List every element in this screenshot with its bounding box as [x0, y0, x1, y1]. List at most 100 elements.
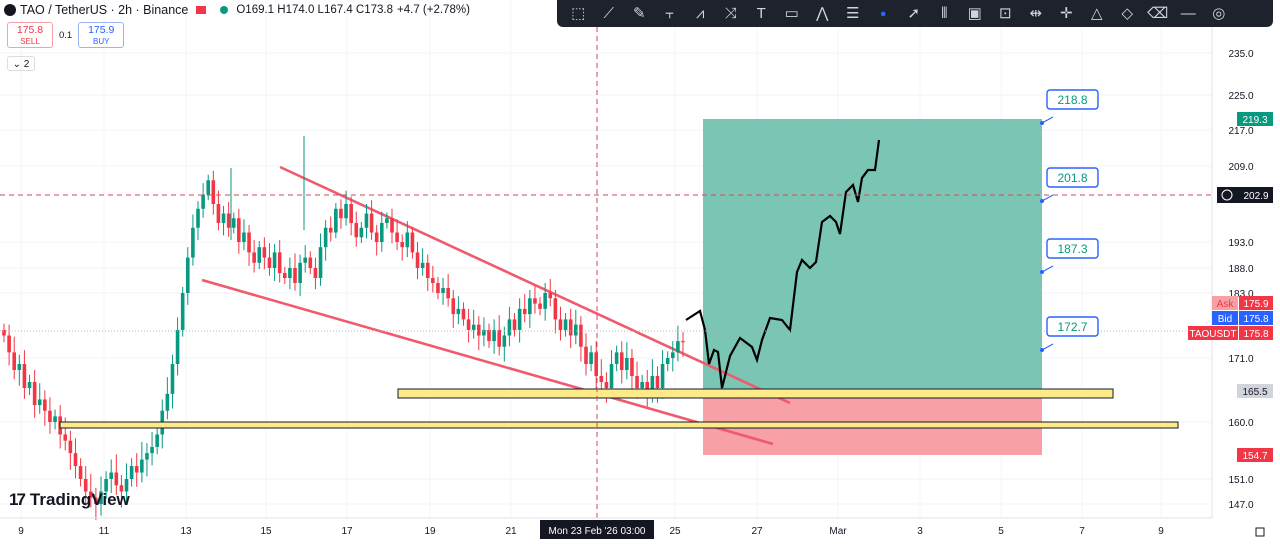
symbol-title[interactable]: TAO / TetherUS · 2h · Binance: [20, 3, 189, 17]
x-tick-label: 9: [18, 526, 24, 537]
candle-body: [579, 324, 583, 347]
y-tick-label: 171.0: [1228, 354, 1253, 365]
image-icon[interactable]: ▣: [967, 4, 982, 22]
candle-body: [676, 341, 680, 353]
candle-body: [374, 232, 379, 242]
candle-body: [655, 376, 660, 388]
time-axis[interactable]: 9 11 13 15 17 19 21 Mon 23 Feb '26 03:00 25 27 Mar…: [0, 517, 1265, 539]
candle-body: [359, 227, 364, 238]
x-tick-label: 11: [99, 526, 110, 537]
cursor-icon[interactable]: ➚: [907, 4, 921, 22]
y-tick-label: 147.0: [1228, 500, 1253, 511]
crosshair-icon[interactable]: ✛: [1059, 4, 1073, 22]
x-tick-label: 17: [341, 526, 353, 537]
candle-body: [334, 208, 338, 233]
target-callout-box[interactable]: [1046, 167, 1099, 188]
bars-pattern-icon[interactable]: ⦀: [940, 4, 948, 22]
add-alert-icon[interactable]: [1221, 189, 1233, 201]
candle-body: [104, 479, 108, 492]
support-zones[interactable]: [59, 388, 1179, 429]
lines-icon[interactable]: ☰: [846, 4, 860, 22]
buy-button[interactable]: 175.9 BUY: [78, 22, 125, 48]
stop-price-label: 154.7: [1242, 451, 1267, 462]
settings-icon[interactable]: [1255, 527, 1265, 537]
callout-icon[interactable]: ▭: [784, 4, 799, 22]
candle-body: [22, 364, 27, 388]
brush-icon[interactable]: ✎: [632, 4, 646, 22]
candle-body: [349, 204, 353, 224]
candle-body: [599, 376, 604, 382]
candle-body: [114, 472, 119, 486]
candle-body: [507, 319, 512, 336]
more-icon[interactable]: —: [1180, 4, 1196, 22]
head-shoulders-icon[interactable]: ⋀: [816, 4, 829, 22]
callout-pointer: [1041, 265, 1054, 273]
candle-body: [548, 293, 553, 299]
candle-body: [216, 204, 221, 224]
wedge-lower-line[interactable]: [201, 278, 774, 446]
sell-button[interactable]: 175.8 SELL: [7, 22, 53, 48]
candle-body: [94, 497, 98, 504]
candle-body: [487, 329, 491, 342]
candle-body: [63, 434, 68, 441]
price-axis[interactable]: 147.0 151.0 160.0 171.0 183.0 188.0 193.0 209.0…: [1211, 0, 1254, 518]
projected-path-drawing[interactable]: [685, 139, 881, 389]
x-tick-label: 19: [424, 526, 436, 537]
candle-body: [441, 288, 445, 293]
candle-body: [528, 298, 532, 315]
rectangle-icon[interactable]: ⬚: [571, 4, 586, 22]
falling-wedge-lines[interactable]: [201, 165, 791, 446]
triangle-icon[interactable]: △: [1090, 4, 1103, 22]
target-callout-box[interactable]: [1046, 316, 1099, 337]
y-tick-label: 151.0: [1228, 475, 1253, 486]
support-zone-upper[interactable]: [397, 388, 1114, 399]
eraser-icon[interactable]: ⌫: [1147, 4, 1169, 22]
prediction-icon[interactable]: ⤨: [724, 4, 737, 22]
candle-body: [354, 223, 359, 238]
node-icon[interactable]: ◇: [1121, 4, 1134, 22]
x-tick-label: 5: [998, 526, 1004, 537]
text-icon[interactable]: T: [756, 4, 766, 22]
candle-body: [594, 352, 599, 376]
candle-body: [385, 218, 389, 224]
target-callout-box[interactable]: [1046, 238, 1099, 259]
candle-body: [140, 459, 144, 473]
candle-body: [180, 293, 185, 330]
target-price-label: 219.3: [1242, 115, 1267, 126]
ask-tag: Ask: [1217, 299, 1235, 310]
candle-body: [237, 218, 241, 242]
tradingview-logo: 17 TradingView: [9, 490, 130, 510]
candle-body: [252, 252, 256, 263]
candle-body: [201, 194, 205, 209]
color-dot-icon[interactable]: ●: [879, 7, 887, 20]
candle-body: [88, 491, 93, 498]
measure-icon[interactable]: ⇹: [1029, 4, 1043, 22]
flag-icon[interactable]: [196, 6, 207, 14]
target-callout-box[interactable]: [1046, 89, 1099, 110]
candle-body: [497, 329, 502, 347]
eye-icon[interactable]: ◎: [1212, 4, 1226, 22]
fib-icon[interactable]: ⫟: [665, 4, 675, 22]
tradingview-logo-icon: 17: [9, 490, 26, 509]
candle-body: [277, 252, 282, 273]
callout-pointer: [1041, 116, 1054, 124]
candle-body: [400, 242, 405, 248]
note-icon[interactable]: ⊡: [998, 4, 1012, 22]
candle-body: [405, 232, 410, 248]
candle-body: [145, 453, 149, 460]
candle-body: [553, 298, 558, 320]
bid-tag-bg: [1212, 311, 1238, 325]
trend-line-icon[interactable]: ⟋: [603, 4, 614, 22]
ask-price-label: 175.9: [1243, 299, 1268, 310]
wedge-upper-line[interactable]: [279, 165, 791, 405]
candle-body: [625, 358, 629, 370]
pattern-icon[interactable]: ⩘: [696, 4, 705, 22]
candle-body: [288, 268, 292, 278]
support-zone-lower[interactable]: [59, 421, 1179, 429]
candle-body: [471, 324, 476, 330]
indicators-toggle[interactable]: ⌄ 2: [7, 56, 35, 71]
x-tick-label: 7: [1079, 526, 1085, 537]
target-callouts[interactable]: 218.8 201.8 187.3 172.7: [1040, 89, 1099, 352]
candle-body: [584, 346, 588, 364]
